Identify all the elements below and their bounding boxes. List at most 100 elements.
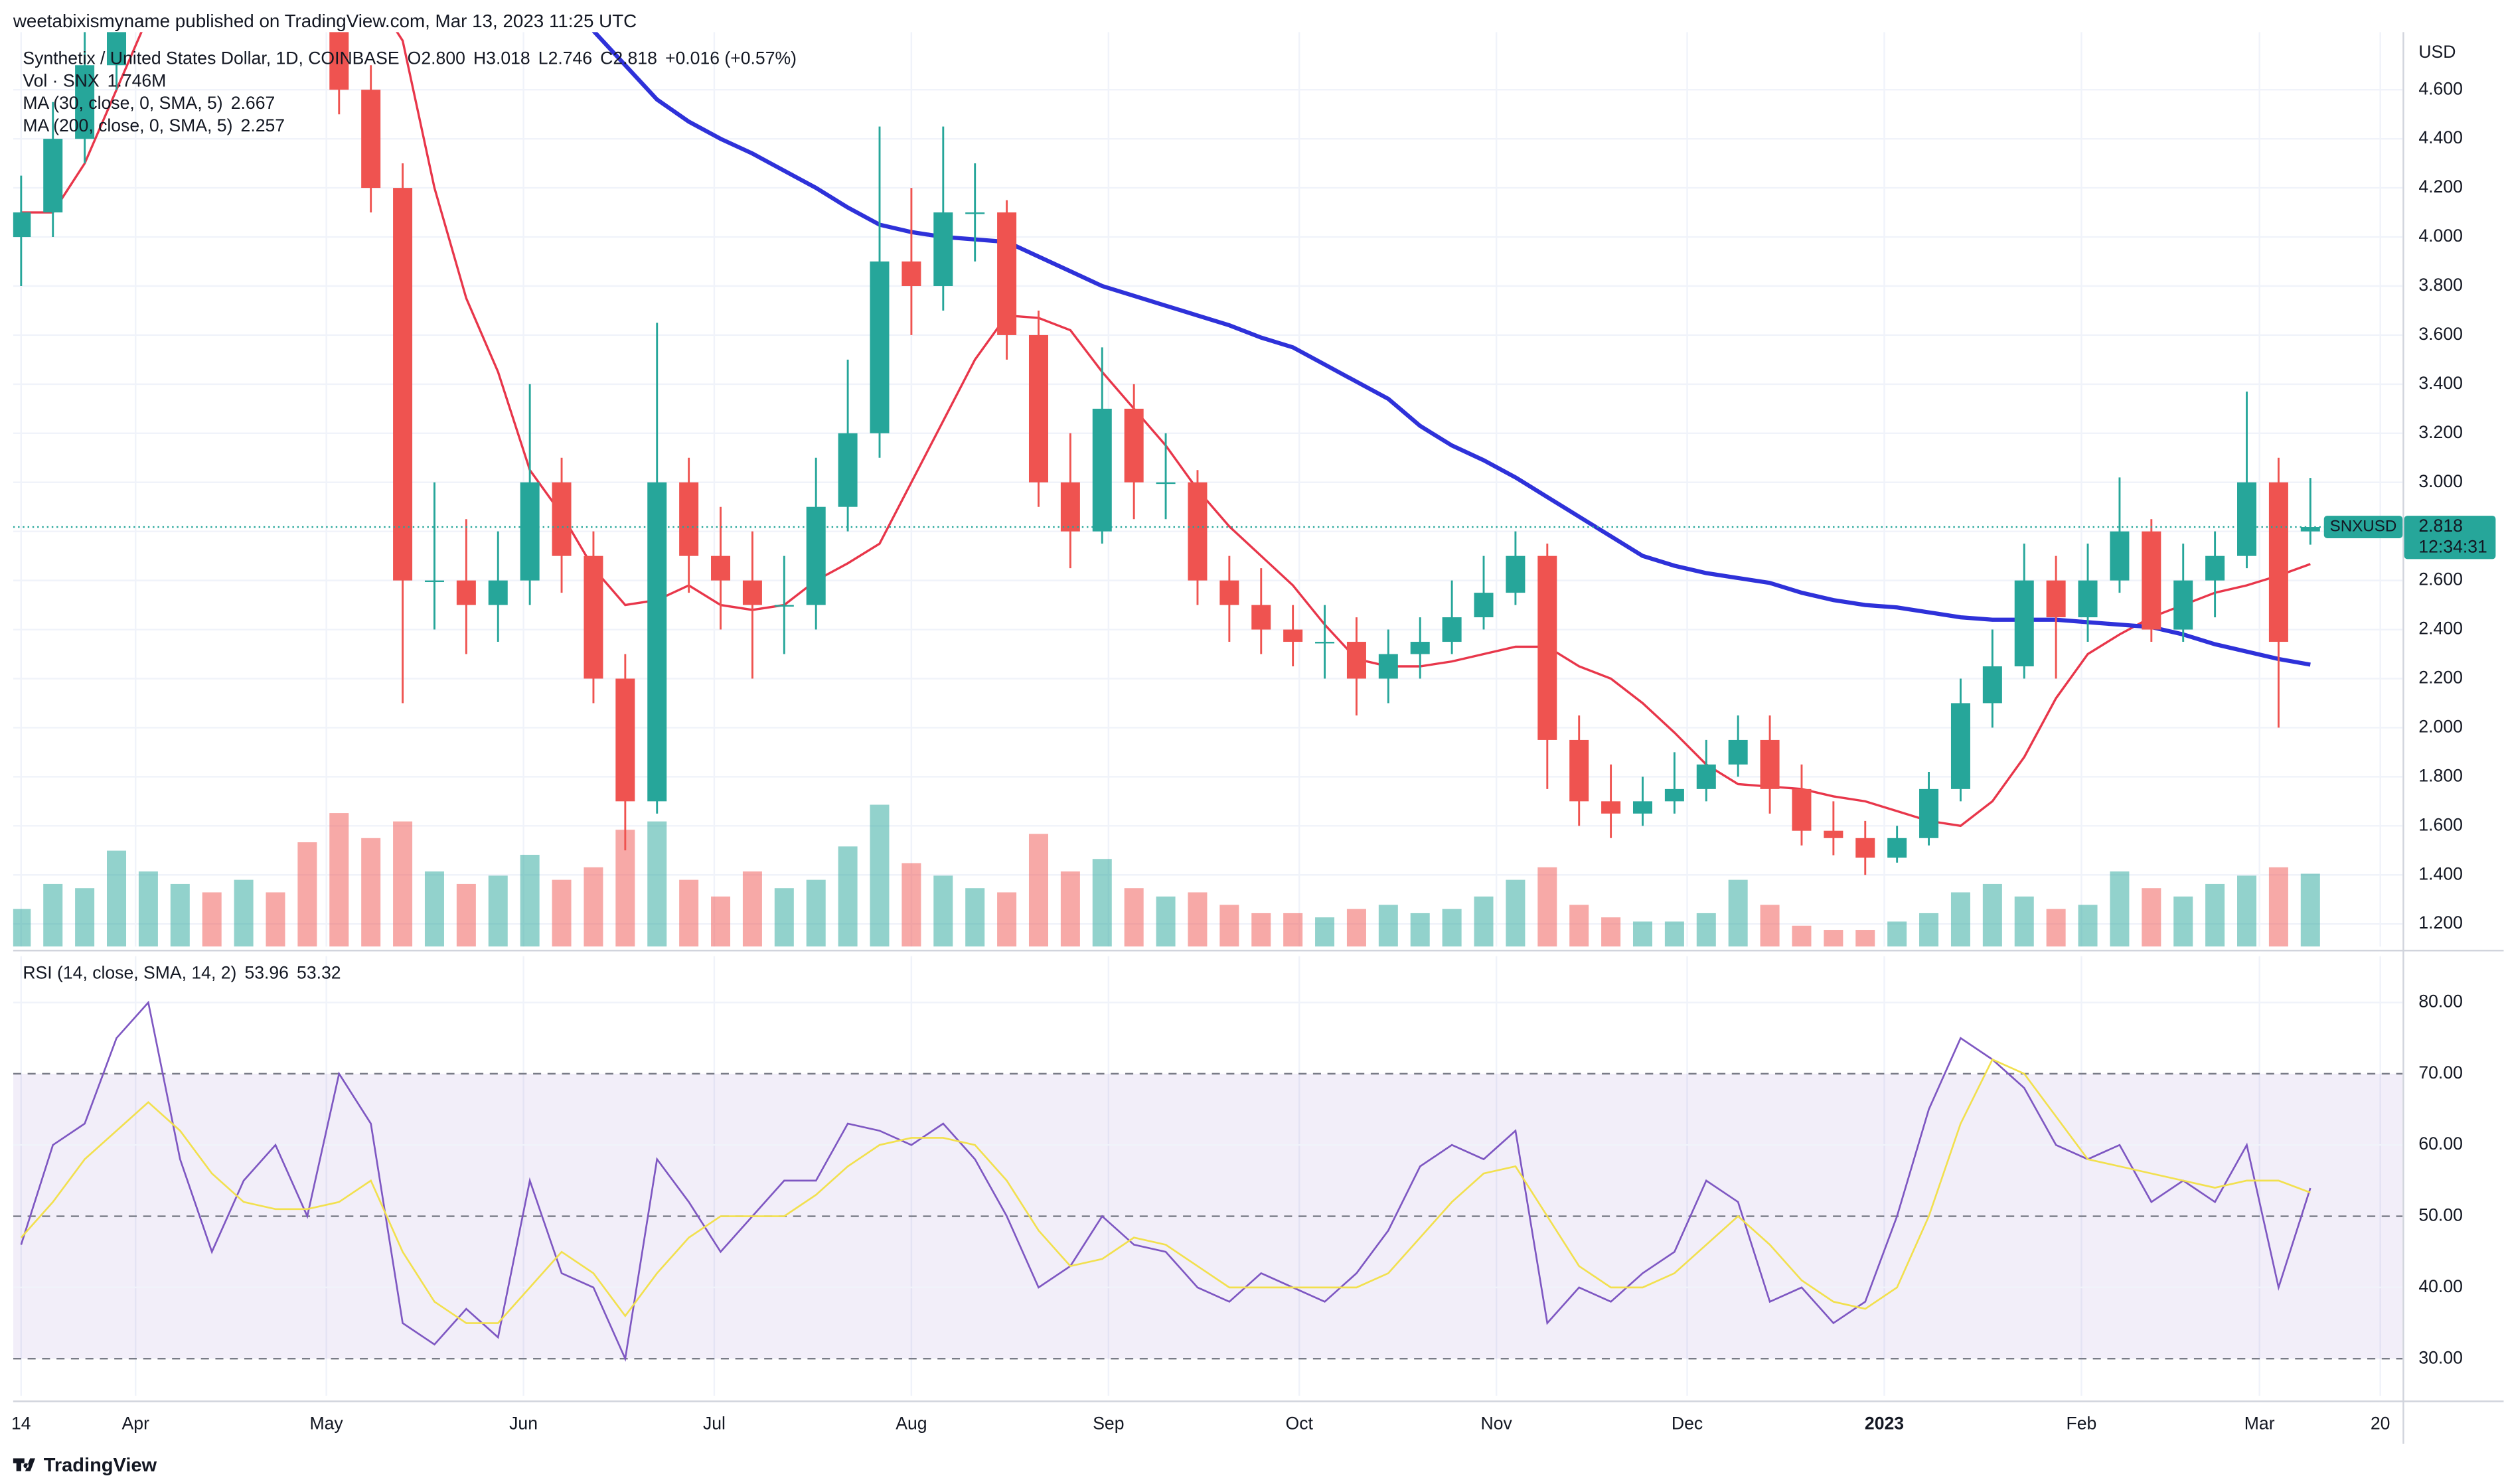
x-tick-label: Mar — [2244, 1414, 2275, 1434]
candle-body — [2268, 482, 2288, 642]
y-tick-label: 3.800 — [2418, 275, 2463, 295]
candle-body — [1950, 703, 1970, 789]
volume-bar — [1824, 930, 1843, 947]
plot-area — [13, 1000, 2403, 1362]
y-tick-label: 1.400 — [2418, 863, 2463, 883]
volume-bar — [1092, 859, 1112, 947]
candle-body — [1664, 788, 1684, 802]
candle-body — [2110, 531, 2130, 581]
price-tag-value: 2.818 — [2418, 516, 2463, 536]
candle-body — [1506, 556, 1526, 593]
volume-bar — [361, 838, 381, 947]
ohlc-value: 2.746 — [548, 48, 593, 68]
volume-bar — [584, 867, 603, 947]
legend-ma-value: 2.667 — [231, 93, 275, 113]
candle-body — [13, 212, 31, 238]
candle-body — [1442, 617, 1462, 642]
price-tag-countdown: 12:34:31 — [2418, 536, 2487, 556]
y-tick-label: 60.00 — [2418, 1134, 2463, 1153]
y-tick-label: 40.00 — [2418, 1276, 2463, 1296]
legend-indicator-value: 53.96 — [244, 962, 289, 982]
candle-body — [1601, 801, 1621, 814]
ohlc-value: 2.818 — [613, 48, 657, 68]
volume-bar — [933, 875, 953, 947]
candle-body — [329, 32, 349, 90]
volume-bar — [1251, 913, 1271, 947]
candle-body — [393, 188, 413, 581]
y-tick-label: 4.000 — [2418, 226, 2463, 246]
symbol-tag — [2323, 516, 2403, 538]
x-tick-label: Dec — [1672, 1414, 1703, 1434]
candle-body — [1028, 334, 1048, 482]
volume-bar — [774, 888, 794, 947]
volume-bar — [170, 883, 190, 947]
candle-body — [711, 556, 731, 581]
volume-bar — [43, 883, 63, 947]
volume-bar — [1887, 921, 1907, 947]
volume-bar — [1219, 905, 1239, 947]
volume-bar — [1950, 892, 1970, 947]
candle-body — [2173, 580, 2193, 630]
volume-bar — [1315, 917, 1335, 947]
x-tick-label: 14 — [11, 1414, 31, 1434]
volume-bar — [2142, 888, 2161, 947]
legend-volume: Vol · SNX — [23, 70, 99, 90]
indicator-line — [20, 1000, 2311, 1362]
candle-body — [1188, 482, 1208, 581]
ohlc-prefix: H — [473, 48, 486, 68]
candle-body — [2300, 527, 2320, 532]
candle-body — [1315, 642, 1335, 644]
volume-bar — [488, 875, 508, 947]
x-tick-label: Sep — [1093, 1414, 1124, 1434]
y-tick-label: 70.00 — [2418, 1063, 2463, 1082]
x-tick-label: 20 — [2371, 1414, 2390, 1434]
candle-body — [1346, 642, 1366, 679]
volume-bar — [1506, 879, 1526, 947]
legend-volume-value: 1.746M — [108, 70, 167, 90]
volume-bar — [1792, 925, 1812, 947]
y-tick-label: 30.00 — [2418, 1347, 2463, 1367]
volume-bar — [1696, 913, 1716, 947]
candle-body — [1982, 666, 2002, 704]
volume-bar — [1378, 905, 1398, 947]
candle-body — [1855, 838, 1875, 858]
y-tick-label: 50.00 — [2418, 1205, 2463, 1225]
candle-body — [361, 90, 381, 188]
ohlc-prefix: C — [600, 48, 613, 68]
volume-bar — [742, 871, 762, 947]
candle-body — [838, 433, 858, 507]
volume-bar — [456, 883, 476, 947]
volume-bar — [1919, 913, 1939, 947]
volume-bar — [2110, 871, 2130, 947]
x-tick-label: Jul — [703, 1414, 726, 1434]
volume-bar — [552, 879, 572, 947]
volume-bar — [2014, 896, 2034, 947]
plot-area — [13, 32, 2403, 947]
candle-body — [1537, 556, 1557, 740]
volume-bar — [520, 854, 540, 947]
candle-body — [1251, 605, 1271, 630]
candle-body — [2237, 482, 2257, 556]
candle-body — [2142, 531, 2161, 630]
volume-bar — [107, 850, 127, 947]
volume-bar — [424, 871, 444, 947]
y-tick-label: 4.400 — [2418, 127, 2463, 147]
candle-body — [679, 482, 699, 556]
candle-body — [1092, 408, 1112, 532]
candle-body — [615, 678, 635, 802]
y-tick-label: 2.400 — [2418, 619, 2463, 638]
candle-body — [1728, 739, 1748, 765]
volume-bar — [1601, 917, 1621, 947]
candle-body — [1410, 642, 1430, 654]
volume-bar — [965, 888, 985, 947]
volume-bar — [806, 879, 826, 947]
change-value: +0.016 (+0.57%) — [665, 48, 797, 68]
volume-bar — [1760, 905, 1780, 947]
legend-ma: MA (30, close, 0, SMA, 5) — [23, 93, 222, 113]
volume-bar — [234, 879, 254, 947]
x-tick-label: Oct — [1286, 1414, 1314, 1434]
x-tick-label: Apr — [122, 1414, 150, 1434]
volume-bar — [997, 892, 1017, 947]
candle-body — [901, 261, 921, 286]
candle-body — [584, 556, 603, 679]
